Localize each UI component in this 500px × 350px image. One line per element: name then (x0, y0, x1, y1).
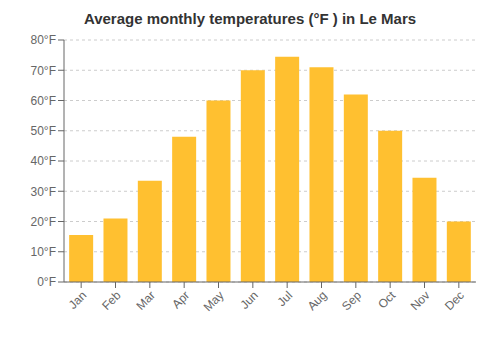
svg-text:May: May (201, 288, 227, 314)
svg-text:Apr: Apr (169, 288, 192, 311)
svg-text:50°F: 50°F (31, 124, 56, 138)
svg-text:0°F: 0°F (37, 275, 56, 289)
svg-text:Mar: Mar (133, 288, 158, 313)
svg-text:Nov: Nov (408, 288, 433, 313)
svg-text:Jul: Jul (275, 288, 296, 309)
svg-text:10°F: 10°F (31, 245, 56, 259)
svg-text:Sep: Sep (339, 288, 364, 313)
svg-text:Jun: Jun (237, 288, 261, 312)
svg-text:40°F: 40°F (31, 154, 56, 168)
html-text:Average monthly temperatures (: Average monthly temperatures (°F ) in Le… (83, 10, 417, 27)
svg-text:60°F: 60°F (31, 94, 56, 108)
svg-text:Jan: Jan (66, 288, 90, 312)
svg-text:Dec: Dec (442, 288, 467, 313)
svg-text:20°F: 20°F (31, 215, 56, 229)
svg-text:80°F: 80°F (31, 33, 56, 47)
svg-text:30°F: 30°F (31, 185, 56, 199)
svg-text:Oct: Oct (375, 288, 399, 312)
svg-text:70°F: 70°F (31, 64, 56, 78)
svg-text:Feb: Feb (99, 288, 124, 313)
svg-text:Aug: Aug (305, 288, 330, 313)
